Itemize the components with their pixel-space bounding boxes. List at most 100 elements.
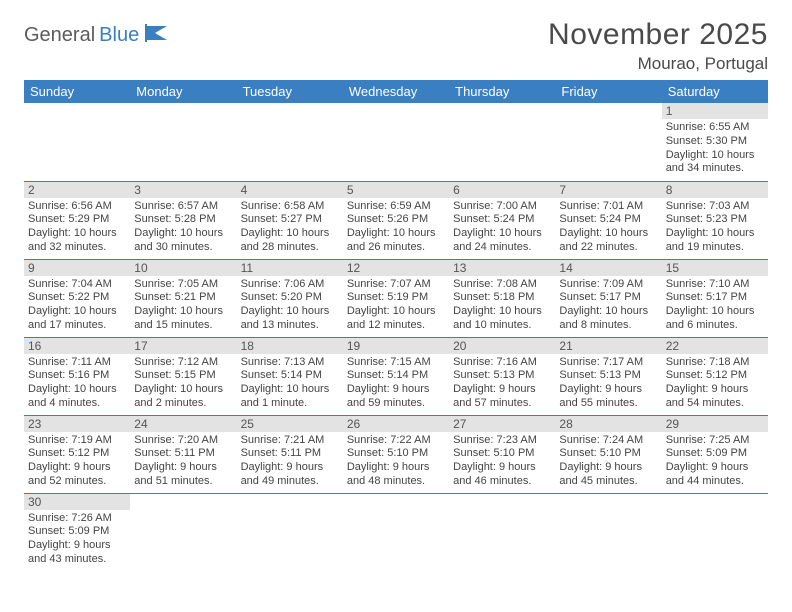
day-body: Sunrise: 7:00 AMSunset: 5:24 PMDaylight:… [449, 199, 555, 257]
calendar-row: 16Sunrise: 7:11 AMSunset: 5:16 PMDayligh… [24, 337, 768, 415]
calendar-body: 1Sunrise: 6:55 AMSunset: 5:30 PMDaylight… [24, 103, 768, 571]
sunset-text: Sunset: 5:17 PM [559, 291, 657, 305]
daylight-text: Daylight: 10 hours and 34 minutes. [666, 149, 764, 177]
sunrise-text: Sunrise: 7:13 AM [241, 356, 339, 370]
logo-text-general: General [24, 24, 95, 47]
daylight-text: Daylight: 9 hours and 49 minutes. [241, 461, 339, 489]
calendar-cell: 23Sunrise: 7:19 AMSunset: 5:12 PMDayligh… [24, 415, 130, 493]
sunset-text: Sunset: 5:24 PM [453, 213, 551, 227]
day-number: 5 [343, 182, 449, 198]
day-number: 25 [237, 416, 343, 432]
day-body: Sunrise: 7:10 AMSunset: 5:17 PMDaylight:… [662, 277, 768, 335]
sunset-text: Sunset: 5:19 PM [347, 291, 445, 305]
calendar-cell: 17Sunrise: 7:12 AMSunset: 5:15 PMDayligh… [130, 337, 236, 415]
daylight-text: Daylight: 10 hours and 12 minutes. [347, 305, 445, 333]
daylight-text: Daylight: 10 hours and 4 minutes. [28, 383, 126, 411]
calendar-cell: 22Sunrise: 7:18 AMSunset: 5:12 PMDayligh… [662, 337, 768, 415]
calendar-cell: 18Sunrise: 7:13 AMSunset: 5:14 PMDayligh… [237, 337, 343, 415]
day-number: 18 [237, 338, 343, 354]
daylight-text: Daylight: 9 hours and 59 minutes. [347, 383, 445, 411]
sunset-text: Sunset: 5:14 PM [347, 369, 445, 383]
sunset-text: Sunset: 5:12 PM [666, 369, 764, 383]
day-body: Sunrise: 7:15 AMSunset: 5:14 PMDaylight:… [343, 355, 449, 413]
daylight-text: Daylight: 10 hours and 8 minutes. [559, 305, 657, 333]
weekday-header: Monday [130, 80, 236, 103]
day-number: 23 [24, 416, 130, 432]
sunset-text: Sunset: 5:30 PM [666, 135, 764, 149]
calendar-cell [343, 103, 449, 181]
sunset-text: Sunset: 5:27 PM [241, 213, 339, 227]
sunset-text: Sunset: 5:09 PM [666, 447, 764, 461]
header: GeneralBlue November 2025 Mourao, Portug… [24, 18, 768, 74]
calendar-cell: 16Sunrise: 7:11 AMSunset: 5:16 PMDayligh… [24, 337, 130, 415]
daylight-text: Daylight: 9 hours and 48 minutes. [347, 461, 445, 489]
sunset-text: Sunset: 5:26 PM [347, 213, 445, 227]
calendar-cell: 6Sunrise: 7:00 AMSunset: 5:24 PMDaylight… [449, 181, 555, 259]
sunrise-text: Sunrise: 7:18 AM [666, 356, 764, 370]
daylight-text: Daylight: 10 hours and 24 minutes. [453, 227, 551, 255]
day-number: 27 [449, 416, 555, 432]
day-body: Sunrise: 7:11 AMSunset: 5:16 PMDaylight:… [24, 355, 130, 413]
daylight-text: Daylight: 10 hours and 32 minutes. [28, 227, 126, 255]
day-body: Sunrise: 7:07 AMSunset: 5:19 PMDaylight:… [343, 277, 449, 335]
day-number: 13 [449, 260, 555, 276]
weekday-header: Wednesday [343, 80, 449, 103]
sunrise-text: Sunrise: 7:09 AM [559, 278, 657, 292]
calendar-cell: 2Sunrise: 6:56 AMSunset: 5:29 PMDaylight… [24, 181, 130, 259]
calendar-cell: 7Sunrise: 7:01 AMSunset: 5:24 PMDaylight… [555, 181, 661, 259]
day-body: Sunrise: 7:22 AMSunset: 5:10 PMDaylight:… [343, 433, 449, 491]
day-number: 14 [555, 260, 661, 276]
day-body: Sunrise: 6:56 AMSunset: 5:29 PMDaylight:… [24, 199, 130, 257]
month-title: November 2025 [548, 18, 768, 52]
day-body: Sunrise: 7:19 AMSunset: 5:12 PMDaylight:… [24, 433, 130, 491]
daylight-text: Daylight: 9 hours and 44 minutes. [666, 461, 764, 489]
calendar-cell [555, 103, 661, 181]
day-body: Sunrise: 7:25 AMSunset: 5:09 PMDaylight:… [662, 433, 768, 491]
day-number: 10 [130, 260, 236, 276]
daylight-text: Daylight: 10 hours and 30 minutes. [134, 227, 232, 255]
sunset-text: Sunset: 5:10 PM [559, 447, 657, 461]
sunrise-text: Sunrise: 7:03 AM [666, 200, 764, 214]
day-number: 3 [130, 182, 236, 198]
daylight-text: Daylight: 9 hours and 55 minutes. [559, 383, 657, 411]
sunset-text: Sunset: 5:23 PM [666, 213, 764, 227]
daylight-text: Daylight: 10 hours and 26 minutes. [347, 227, 445, 255]
sunrise-text: Sunrise: 7:16 AM [453, 356, 551, 370]
day-number: 24 [130, 416, 236, 432]
calendar-cell: 14Sunrise: 7:09 AMSunset: 5:17 PMDayligh… [555, 259, 661, 337]
sunset-text: Sunset: 5:09 PM [28, 525, 126, 539]
calendar-cell [662, 493, 768, 571]
calendar-row: 9Sunrise: 7:04 AMSunset: 5:22 PMDaylight… [24, 259, 768, 337]
sunset-text: Sunset: 5:29 PM [28, 213, 126, 227]
sunrise-text: Sunrise: 7:25 AM [666, 434, 764, 448]
day-body: Sunrise: 7:09 AMSunset: 5:17 PMDaylight:… [555, 277, 661, 335]
day-number: 29 [662, 416, 768, 432]
sunset-text: Sunset: 5:17 PM [666, 291, 764, 305]
sunset-text: Sunset: 5:11 PM [241, 447, 339, 461]
day-number: 16 [24, 338, 130, 354]
sunset-text: Sunset: 5:28 PM [134, 213, 232, 227]
calendar-cell: 21Sunrise: 7:17 AMSunset: 5:13 PMDayligh… [555, 337, 661, 415]
sunset-text: Sunset: 5:21 PM [134, 291, 232, 305]
sunrise-text: Sunrise: 7:26 AM [28, 512, 126, 526]
calendar-cell: 30Sunrise: 7:26 AMSunset: 5:09 PMDayligh… [24, 493, 130, 571]
sunrise-text: Sunrise: 7:22 AM [347, 434, 445, 448]
day-body: Sunrise: 7:20 AMSunset: 5:11 PMDaylight:… [130, 433, 236, 491]
calendar-cell: 11Sunrise: 7:06 AMSunset: 5:20 PMDayligh… [237, 259, 343, 337]
logo-text-blue: Blue [99, 24, 139, 47]
day-body: Sunrise: 7:21 AMSunset: 5:11 PMDaylight:… [237, 433, 343, 491]
sunrise-text: Sunrise: 7:17 AM [559, 356, 657, 370]
sunrise-text: Sunrise: 6:55 AM [666, 121, 764, 135]
calendar-cell [130, 493, 236, 571]
calendar-cell [449, 103, 555, 181]
day-number: 26 [343, 416, 449, 432]
day-body: Sunrise: 7:23 AMSunset: 5:10 PMDaylight:… [449, 433, 555, 491]
location: Mourao, Portugal [548, 54, 768, 74]
daylight-text: Daylight: 9 hours and 46 minutes. [453, 461, 551, 489]
sunrise-text: Sunrise: 7:08 AM [453, 278, 551, 292]
day-body: Sunrise: 7:08 AMSunset: 5:18 PMDaylight:… [449, 277, 555, 335]
sunrise-text: Sunrise: 7:01 AM [559, 200, 657, 214]
day-number: 21 [555, 338, 661, 354]
day-body: Sunrise: 7:26 AMSunset: 5:09 PMDaylight:… [24, 511, 130, 569]
calendar-cell: 29Sunrise: 7:25 AMSunset: 5:09 PMDayligh… [662, 415, 768, 493]
